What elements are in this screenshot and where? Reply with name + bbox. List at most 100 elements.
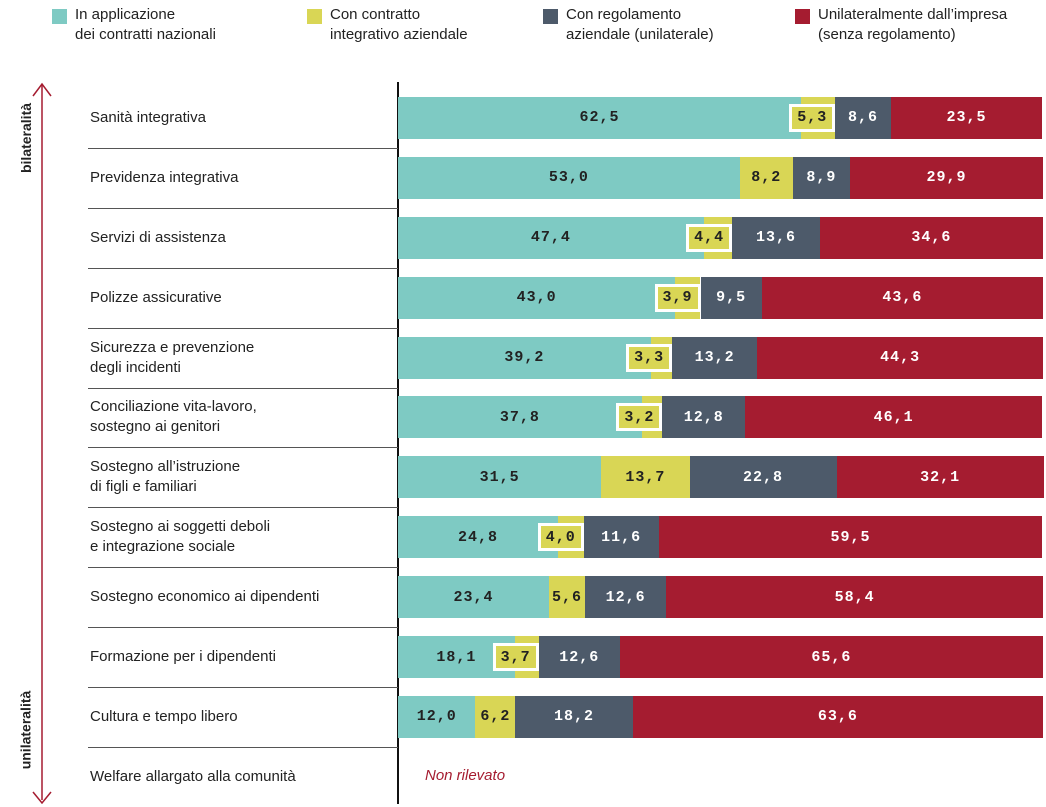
value-label: 23,5 (946, 109, 987, 127)
bar-segment (890, 96, 1043, 139)
legend-label: Con regolamento aziendale (unilaterale) (566, 6, 714, 43)
value-label: 58,4 (834, 588, 875, 606)
value-label: 59,5 (830, 528, 871, 546)
legend-label: Con contratto integrativo aziendale (330, 6, 468, 43)
row-separator (88, 507, 398, 509)
value-label: 4,4 (686, 223, 733, 252)
bar-segment (398, 336, 651, 379)
bar-segment (757, 336, 1043, 379)
bar-segment (538, 636, 620, 679)
bar-segment (689, 456, 837, 499)
value-label: 3,9 (654, 283, 701, 312)
category-label: Sostegno economico ai dipendenti (90, 588, 320, 606)
row-separator (88, 627, 398, 629)
value-label: 8,6 (848, 109, 879, 127)
row-separator (88, 267, 398, 269)
legend-label: Unilateralmente dall’impresa (senza rego… (818, 6, 1008, 43)
row-separator (88, 207, 398, 209)
category-label: Sostegno all’istruzione di figli e famil… (90, 458, 241, 496)
bar-segment (398, 396, 642, 439)
value-label: 3,2 (616, 403, 663, 432)
category-label: Conciliazione vita-lavoro, sostegno ai g… (90, 398, 257, 436)
category-label: Sicurezza e prevenzione degli incidenti (90, 338, 255, 376)
bar-segment (619, 636, 1043, 679)
value-label: 39,2 (504, 349, 545, 367)
value-label: 13,2 (694, 349, 735, 367)
bar-segment (515, 695, 633, 738)
value-label: 3,3 (626, 343, 673, 372)
bar-segment (745, 396, 1043, 439)
bar-segment (835, 96, 891, 139)
arrow-head-bottom (32, 791, 52, 804)
value-label: 9,5 (716, 289, 747, 307)
legend-label: In applicazione dei contratti nazionali (75, 6, 216, 43)
side-label: bilateralità (18, 98, 35, 178)
row-separator (88, 746, 398, 748)
bar-segment (398, 216, 704, 259)
category-label: Sanità integrativa (90, 108, 206, 126)
bar-segment (819, 216, 1043, 259)
bar-segment (836, 456, 1044, 499)
value-label: 8,9 (806, 169, 837, 187)
value-label: 5,6 (551, 588, 582, 606)
bar-segment (585, 576, 667, 619)
legend-swatch (543, 9, 558, 24)
row-separator (88, 147, 398, 149)
value-label: 43,0 (516, 289, 557, 307)
value-label: 6,2 (480, 708, 511, 726)
value-label: 4,0 (537, 523, 584, 552)
value-label: 32,1 (920, 468, 961, 486)
side-label: unilateralità (17, 686, 34, 774)
legend-swatch (52, 9, 67, 24)
value-label: 5,3 (789, 103, 836, 132)
bar-segment (658, 516, 1043, 559)
value-label: 65,6 (811, 648, 852, 666)
value-label: 63,6 (817, 708, 858, 726)
bar-segment (850, 156, 1043, 199)
value-label: 12,0 (416, 708, 457, 726)
value-label: 24,8 (457, 528, 498, 546)
value-label: 11,6 (601, 528, 642, 546)
legend-swatch (795, 9, 810, 24)
value-label: 12,6 (605, 588, 646, 606)
bar-segment (398, 456, 602, 499)
bar-segment (601, 456, 690, 499)
row-separator (88, 567, 398, 569)
value-label: 31,5 (479, 468, 520, 486)
arrow-head-top (32, 82, 52, 97)
bar-segment (739, 156, 793, 199)
category-label: Polizze assicurative (90, 288, 222, 306)
annotation: Non rilevato (425, 766, 506, 784)
value-label: 37,8 (499, 408, 540, 426)
bar-segment (700, 276, 762, 319)
category-label: Cultura e tempo libero (90, 707, 238, 725)
category-label: Welfare allargato alla comunità (90, 767, 296, 785)
bar-segment (475, 695, 516, 738)
value-label: 47,4 (530, 229, 571, 247)
bar-segment (632, 695, 1043, 738)
row-separator (88, 687, 398, 688)
value-label: 62,5 (579, 109, 620, 127)
value-label: 13,6 (755, 229, 796, 247)
value-label: 34,6 (911, 229, 952, 247)
bar-segment (398, 516, 558, 559)
value-label: 22,8 (743, 468, 784, 486)
row-separator (88, 447, 398, 449)
bar-segment (792, 156, 851, 199)
value-label: 18,1 (436, 648, 477, 666)
value-label: 43,6 (882, 289, 923, 307)
bar-segment (548, 576, 586, 619)
bar-segment (398, 156, 740, 199)
value-label: 3,7 (492, 643, 539, 672)
bar-segment (398, 96, 802, 139)
bar-segment (583, 516, 659, 559)
value-label: 44,3 (880, 349, 921, 367)
category-label: Servizi di assistenza (90, 228, 226, 246)
value-label: 8,2 (751, 169, 782, 187)
bar-segment (672, 336, 758, 379)
bar-segment (761, 276, 1043, 319)
bar-segment (398, 576, 549, 619)
value-label: 13,7 (625, 468, 666, 486)
